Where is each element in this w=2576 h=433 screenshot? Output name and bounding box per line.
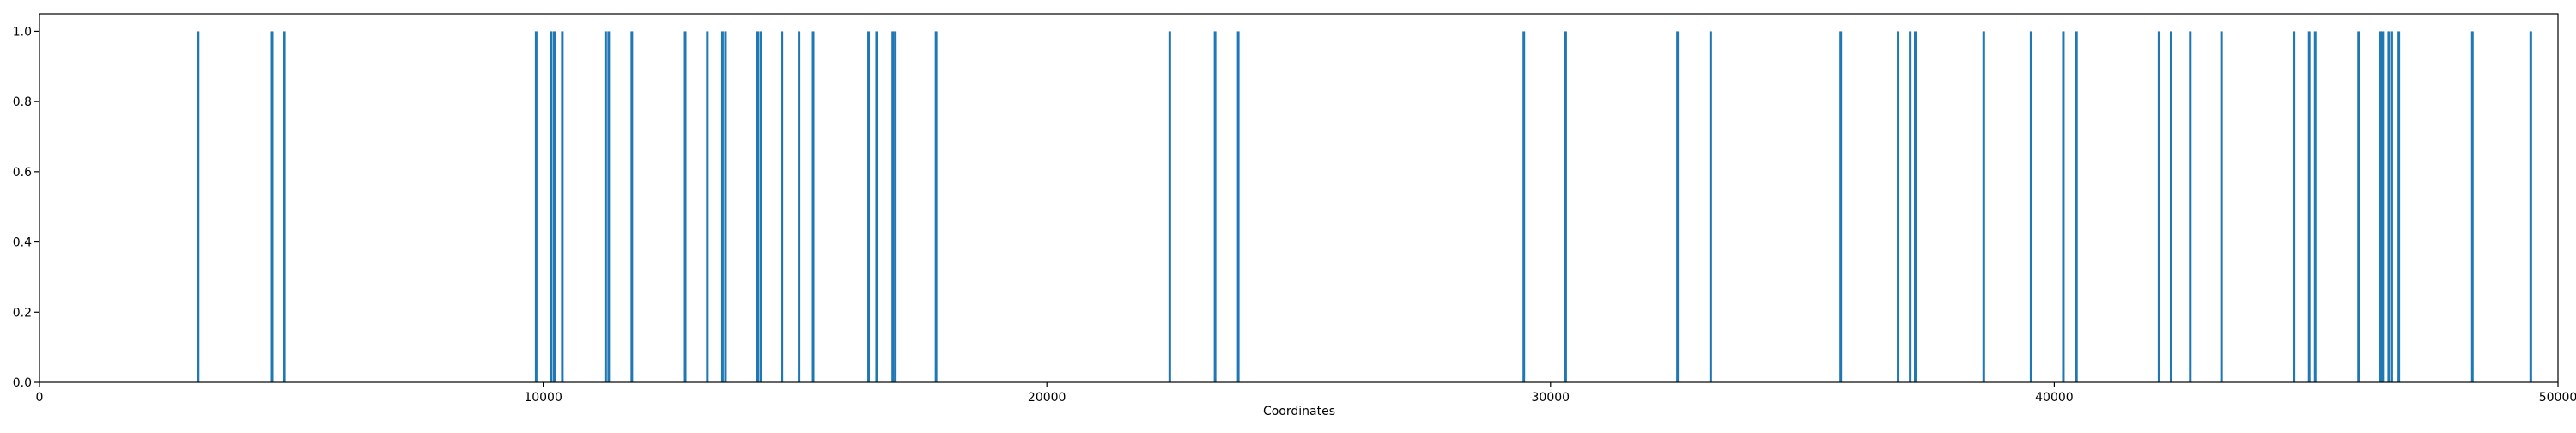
y-tick-label: 0.0 <box>13 376 32 390</box>
bar-mark <box>607 31 611 383</box>
bar-mark <box>2157 31 2160 383</box>
bar-mark <box>1897 31 1900 383</box>
bar-mark <box>875 31 878 383</box>
bar-mark <box>2169 31 2172 383</box>
y-tick-label: 0.2 <box>13 306 32 320</box>
bar-mark <box>934 31 938 383</box>
bar-mark <box>604 31 607 383</box>
bar-mark <box>720 31 724 383</box>
bars-layer <box>197 31 2532 383</box>
bar-mark <box>630 31 634 383</box>
bar-mark <box>2293 31 2296 383</box>
bar-mark <box>2381 31 2385 383</box>
bar-mark <box>781 31 784 383</box>
bar-mark <box>2357 31 2360 383</box>
bar-mark <box>706 31 709 383</box>
bar-mark <box>1982 31 1985 383</box>
x-tick-label: 10000 <box>524 391 562 405</box>
bar-mark <box>270 31 274 383</box>
bar-mark <box>2470 31 2474 383</box>
plot-frame <box>39 13 2559 383</box>
bar-mark <box>2189 31 2192 383</box>
bar-mark <box>1213 31 1217 383</box>
bar-mark <box>1709 31 1712 383</box>
bar-mark <box>1909 31 1912 383</box>
bar-mark <box>553 31 556 383</box>
bar-mark <box>2397 31 2401 383</box>
y-tick-label: 0.8 <box>13 95 32 109</box>
bar-mark <box>197 31 200 383</box>
bar-mark <box>2307 31 2311 383</box>
bar-mark <box>2313 31 2317 383</box>
bar-mark <box>2529 31 2532 383</box>
bar-mark <box>2379 31 2383 383</box>
x-tick-label: 40000 <box>2035 391 2074 405</box>
bar-mark <box>1839 31 1843 383</box>
bar-mark <box>759 31 762 383</box>
x-tick-label: 50000 <box>2539 391 2576 405</box>
bar-mark <box>1168 31 1171 383</box>
bar-mark <box>1914 31 1917 383</box>
x-tick-label: 0 <box>36 391 44 405</box>
y-tick-label: 0.6 <box>13 166 32 180</box>
x-tick-label: 30000 <box>1532 391 1571 405</box>
bar-mark <box>2390 31 2393 383</box>
bar-mark <box>756 31 759 383</box>
bar-mark <box>683 31 687 383</box>
x-axis-label: Coordinates <box>1263 405 1335 418</box>
axes-layer: 0 10000 20000 30000 40000 50000 0.0 0.2 0.4 0.6 0.… <box>13 13 2576 405</box>
bar-mark <box>550 31 553 383</box>
bar-mark <box>2387 31 2391 383</box>
bar-mark <box>811 31 815 383</box>
bar-mark <box>867 31 871 383</box>
bar-mark <box>2220 31 2223 383</box>
y-tick-label: 1.0 <box>13 25 32 39</box>
bar-mark <box>724 31 727 383</box>
bar-mark <box>561 31 564 383</box>
bar-mark <box>891 31 895 383</box>
bar-mark <box>1676 31 1680 383</box>
bar-mark <box>2075 31 2078 383</box>
y-tick-label: 0.4 <box>13 236 32 250</box>
bar-mark <box>283 31 286 383</box>
x-tick-label: 20000 <box>1028 391 1066 405</box>
bar-mark <box>534 31 538 383</box>
bar-mark <box>1236 31 1240 383</box>
bar-mark <box>2062 31 2065 383</box>
bar-mark <box>2029 31 2032 383</box>
bar-mark <box>1564 31 1567 383</box>
bar-mark <box>798 31 801 383</box>
bar-mark <box>1522 31 1526 383</box>
bar-mark <box>894 31 897 383</box>
